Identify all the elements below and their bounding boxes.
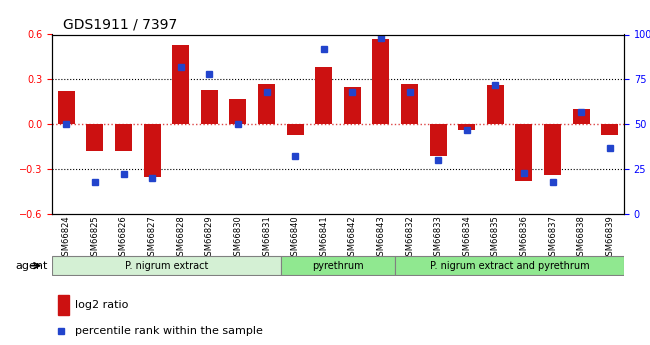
Text: pyrethrum: pyrethrum: [312, 261, 364, 270]
Bar: [58, 91, 75, 124]
Bar: [258, 84, 275, 124]
FancyBboxPatch shape: [395, 256, 624, 275]
FancyBboxPatch shape: [52, 256, 281, 275]
Bar: [315, 67, 332, 124]
Bar: [144, 124, 161, 177]
Text: P. nigrum extract and pyrethrum: P. nigrum extract and pyrethrum: [430, 261, 590, 270]
Text: P. nigrum extract: P. nigrum extract: [125, 261, 208, 270]
Bar: [544, 124, 561, 175]
Bar: [229, 99, 246, 124]
Bar: [401, 84, 418, 124]
Text: agent: agent: [16, 261, 48, 270]
Text: GDS1911 / 7397: GDS1911 / 7397: [64, 18, 177, 32]
Bar: [487, 85, 504, 124]
Bar: [172, 45, 189, 124]
Bar: [573, 109, 590, 124]
Bar: [86, 124, 103, 151]
Bar: [287, 124, 304, 135]
Bar: [515, 124, 532, 181]
Bar: [430, 124, 447, 156]
Bar: [458, 124, 475, 130]
Bar: [344, 87, 361, 124]
Bar: [601, 124, 618, 135]
Bar: [201, 90, 218, 124]
Text: log2 ratio: log2 ratio: [75, 300, 128, 310]
Bar: [115, 124, 132, 151]
Bar: [372, 39, 389, 124]
Text: percentile rank within the sample: percentile rank within the sample: [75, 326, 263, 336]
FancyBboxPatch shape: [281, 256, 395, 275]
Bar: [58, 295, 69, 315]
